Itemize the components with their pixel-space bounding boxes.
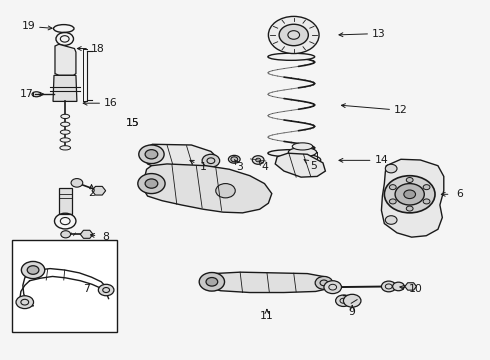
Text: 11: 11 <box>260 311 274 321</box>
Circle shape <box>385 164 397 173</box>
Polygon shape <box>405 283 416 290</box>
Text: 7: 7 <box>83 284 90 294</box>
Bar <box>12 240 117 332</box>
Polygon shape <box>144 144 218 171</box>
Ellipse shape <box>61 122 70 126</box>
Circle shape <box>216 184 235 198</box>
Circle shape <box>343 294 361 307</box>
Circle shape <box>61 231 71 238</box>
Text: 4: 4 <box>261 162 268 172</box>
Circle shape <box>202 154 220 167</box>
Text: 5: 5 <box>310 161 317 171</box>
Circle shape <box>139 145 164 163</box>
Ellipse shape <box>61 114 70 118</box>
Text: 9: 9 <box>349 307 356 317</box>
Circle shape <box>231 157 238 162</box>
Text: 17: 17 <box>20 89 34 99</box>
Ellipse shape <box>268 53 315 60</box>
Circle shape <box>406 177 413 183</box>
Circle shape <box>315 276 333 289</box>
Circle shape <box>22 261 45 279</box>
Circle shape <box>206 278 218 286</box>
Circle shape <box>336 295 351 306</box>
Polygon shape <box>80 230 93 238</box>
Circle shape <box>423 185 430 190</box>
Text: 1: 1 <box>200 162 207 172</box>
Text: 12: 12 <box>394 105 408 115</box>
Circle shape <box>404 190 416 199</box>
Circle shape <box>395 184 424 205</box>
Ellipse shape <box>60 138 71 142</box>
Text: 8: 8 <box>103 232 110 242</box>
Text: 15: 15 <box>126 118 140 128</box>
Text: 6: 6 <box>456 189 463 199</box>
Circle shape <box>385 216 397 224</box>
Polygon shape <box>53 75 77 102</box>
Polygon shape <box>381 159 444 237</box>
Circle shape <box>199 273 224 291</box>
Circle shape <box>145 150 158 159</box>
Ellipse shape <box>292 143 313 150</box>
Circle shape <box>324 281 342 294</box>
Text: 14: 14 <box>374 156 388 165</box>
Ellipse shape <box>288 148 317 157</box>
Polygon shape <box>55 44 76 75</box>
Ellipse shape <box>284 154 321 166</box>
Polygon shape <box>275 153 325 177</box>
Ellipse shape <box>60 130 70 134</box>
Circle shape <box>98 284 114 296</box>
Circle shape <box>390 185 396 190</box>
Ellipse shape <box>228 156 240 163</box>
Circle shape <box>381 281 396 292</box>
Circle shape <box>252 156 264 164</box>
Text: 18: 18 <box>91 44 105 54</box>
Text: 16: 16 <box>104 98 118 108</box>
Circle shape <box>269 17 319 54</box>
Circle shape <box>16 296 33 309</box>
Circle shape <box>392 282 404 291</box>
Circle shape <box>423 199 430 204</box>
Circle shape <box>384 176 435 213</box>
Circle shape <box>145 179 158 188</box>
Circle shape <box>279 24 308 46</box>
Text: 10: 10 <box>409 284 422 294</box>
Text: 3: 3 <box>237 162 244 172</box>
Polygon shape <box>92 186 106 195</box>
Circle shape <box>406 206 413 211</box>
Text: 2: 2 <box>88 188 95 198</box>
Circle shape <box>27 266 39 274</box>
Text: 13: 13 <box>372 28 386 39</box>
Ellipse shape <box>268 150 315 157</box>
Circle shape <box>138 174 165 194</box>
Circle shape <box>71 179 83 187</box>
Text: 19: 19 <box>21 21 35 31</box>
Circle shape <box>390 199 396 204</box>
Text: 15: 15 <box>126 118 140 128</box>
Polygon shape <box>203 272 330 293</box>
Ellipse shape <box>60 146 71 150</box>
Polygon shape <box>59 188 72 214</box>
Polygon shape <box>143 164 272 213</box>
